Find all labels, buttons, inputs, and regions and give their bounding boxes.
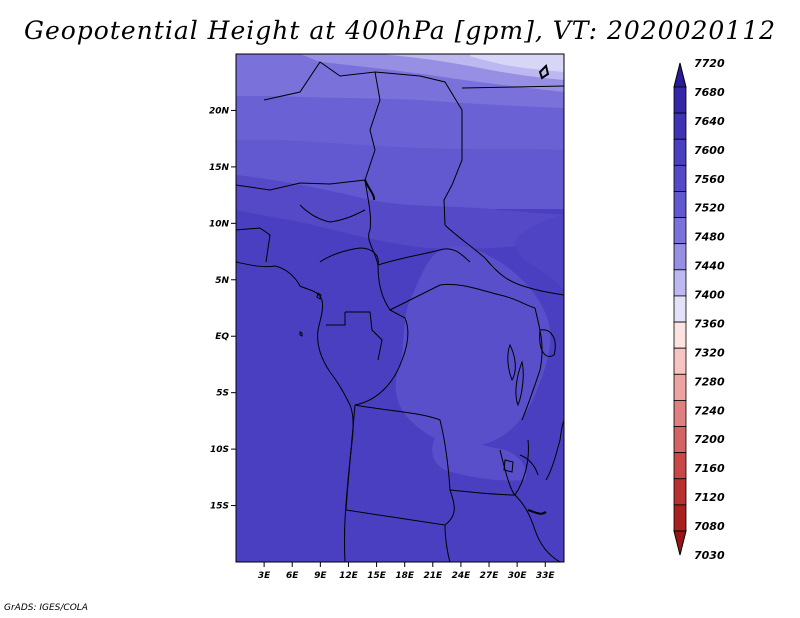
colorbar-label: 7680 <box>694 86 725 99</box>
lat-label: EQ <box>215 332 229 342</box>
credit-text: GrADS: IGES/COLA <box>4 603 88 613</box>
colorbar-segment <box>673 86 687 114</box>
longitude-axis: 3E 6E 9E 12E 15E 18E 21E 24E 27E 30E 33E <box>258 562 556 581</box>
colorbar-segment <box>673 504 687 532</box>
latitude-axis: 20N 15N 10N 5N EQ 5S 10S 15S <box>209 106 236 512</box>
colorbar-label: 7440 <box>694 260 725 273</box>
lon-label: 30E <box>508 571 528 581</box>
colorbar-segment <box>673 400 687 427</box>
colorbar-label: 7280 <box>694 375 725 388</box>
colorbar-segment <box>673 347 687 375</box>
lon-label: 24E <box>452 571 472 581</box>
height-field <box>236 54 564 562</box>
lon-label: 9E <box>314 571 327 581</box>
lat-label: 15S <box>210 502 229 512</box>
colorbar-label: 7120 <box>694 491 725 504</box>
lon-label: 27E <box>480 571 500 581</box>
colorbar-label: 7200 <box>694 433 725 446</box>
colorbar-label: 7480 <box>694 231 725 244</box>
colorbar-segment <box>673 112 687 140</box>
colorbar-label: 7600 <box>694 144 725 157</box>
lat-label: 10S <box>210 445 229 455</box>
colorbar-label: 7560 <box>694 173 725 186</box>
lat-label: 15N <box>209 163 230 173</box>
colorbar-label: 7320 <box>694 346 725 359</box>
colorbar-segment <box>673 295 687 323</box>
lon-label: 6E <box>286 571 299 581</box>
colorbar: 7720 7680 7640 7600 7560 7520 7480 7440 7400 7360… <box>673 57 725 562</box>
colorbar-top-arrow <box>673 62 687 88</box>
lat-label: 20N <box>209 106 230 116</box>
lon-label: 3E <box>258 571 271 581</box>
colorbar-segment <box>673 269 687 297</box>
colorbar-label: 7520 <box>694 202 725 215</box>
lon-label: 21E <box>423 571 443 581</box>
colorbar-segment <box>673 243 687 271</box>
chart-title: Geopotential Height at 400hPa [gpm], VT:… <box>23 16 777 45</box>
colorbar-segment <box>673 321 687 349</box>
lat-label: 5S <box>216 389 229 399</box>
lon-label: 12E <box>339 571 359 581</box>
map-frame <box>235 53 565 563</box>
colorbar-segment <box>673 164 687 192</box>
colorbar-label: 7240 <box>694 404 725 417</box>
colorbar-label: 7400 <box>694 289 725 302</box>
colorbar-segment <box>673 191 687 218</box>
colorbar-segment <box>673 452 687 480</box>
colorbar-segment <box>673 478 687 506</box>
lat-label: 5N <box>215 276 229 286</box>
colorbar-segment <box>673 373 687 401</box>
colorbar-bottom-arrow <box>673 530 687 556</box>
lon-label: 18E <box>395 571 415 581</box>
colorbar-segment <box>673 426 687 454</box>
colorbar-label: 7030 <box>694 549 725 562</box>
lon-label: 15E <box>367 571 387 581</box>
lon-label: 33E <box>536 571 556 581</box>
colorbar-label: 7360 <box>694 317 725 330</box>
colorbar-label: 7640 <box>694 115 725 128</box>
colorbar-label: 7080 <box>694 520 725 533</box>
colorbar-segment <box>673 138 687 166</box>
colorbar-label: 7160 <box>694 462 725 475</box>
colorbar-segment <box>673 217 687 245</box>
lat-label: 10N <box>209 219 230 229</box>
colorbar-label: 7720 <box>694 57 725 70</box>
